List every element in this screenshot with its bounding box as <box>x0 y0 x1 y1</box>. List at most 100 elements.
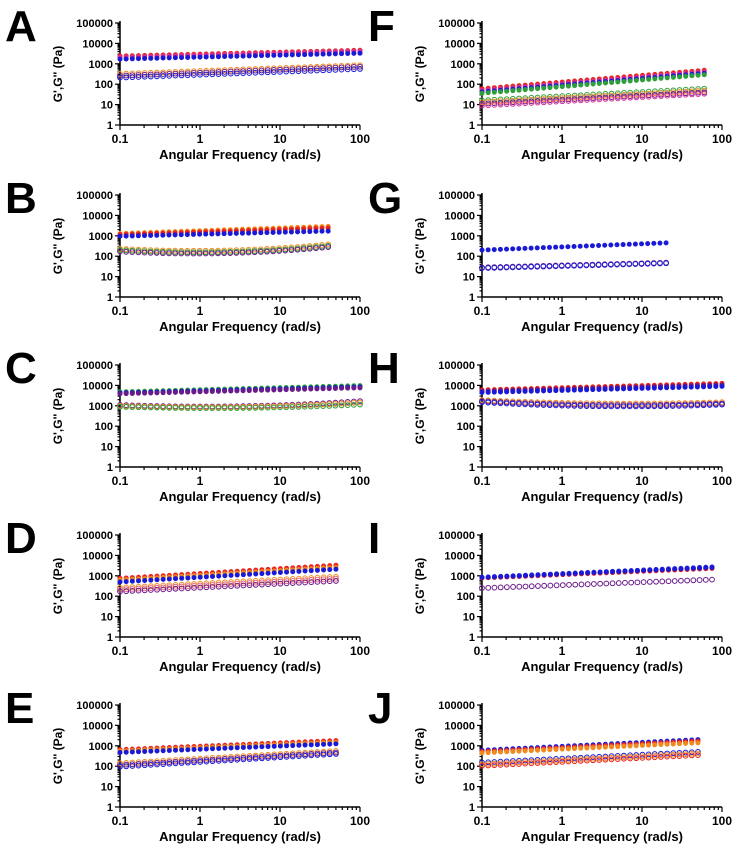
data-point <box>516 87 522 93</box>
data-point <box>657 403 664 410</box>
data-point <box>221 67 228 74</box>
x-tick-label: 10 <box>273 474 287 488</box>
series-g-3 <box>117 228 331 239</box>
data-point <box>491 399 498 406</box>
data-point <box>166 757 173 764</box>
data-point <box>228 581 234 587</box>
data-point <box>491 264 498 271</box>
data-point <box>302 52 308 58</box>
data-point <box>271 576 278 583</box>
data-point <box>620 755 627 762</box>
data-point <box>284 569 290 575</box>
data-point <box>209 69 216 76</box>
y-axis-label: G',G'' (Pa) <box>51 558 65 615</box>
data-point <box>117 70 123 77</box>
data-point <box>197 755 204 762</box>
data-point <box>215 54 221 60</box>
data-point <box>597 580 604 587</box>
data-point <box>197 231 203 237</box>
data-point <box>258 755 265 762</box>
data-point <box>123 759 130 766</box>
data-point <box>645 385 651 391</box>
data-point <box>559 244 565 250</box>
data-point <box>123 579 129 585</box>
data-point <box>276 229 282 235</box>
data-point <box>528 583 535 590</box>
data-point <box>664 385 670 391</box>
data-point <box>240 572 246 578</box>
data-point <box>326 576 333 582</box>
data-point <box>583 757 590 764</box>
data-point <box>216 573 222 579</box>
y-tick-label: 1000 <box>89 401 113 413</box>
data-point <box>246 70 253 76</box>
data-point <box>485 265 492 271</box>
data-point <box>283 66 290 73</box>
data-point <box>485 399 492 406</box>
series-g-3 <box>479 740 701 756</box>
data-point <box>172 757 179 763</box>
data-point <box>510 246 516 252</box>
data-point <box>290 743 296 749</box>
data-point <box>178 760 185 766</box>
data-point <box>351 50 357 56</box>
data-point <box>123 56 129 62</box>
data-point <box>277 66 283 73</box>
series-g-1 <box>117 47 363 59</box>
data-point <box>357 401 363 408</box>
series-g-1 <box>479 576 715 591</box>
data-point <box>129 56 135 62</box>
data-point <box>652 76 658 82</box>
data-point <box>178 585 185 592</box>
data-point <box>658 93 664 99</box>
x-tick-label: 0.1 <box>474 814 491 828</box>
data-point <box>676 402 682 409</box>
data-point <box>129 586 136 592</box>
data-point <box>117 74 123 81</box>
data-point <box>147 249 154 256</box>
x-tick-label: 10 <box>635 814 649 828</box>
data-point <box>283 404 290 411</box>
y-tick-label: 1 <box>469 462 475 474</box>
data-point <box>307 403 314 410</box>
series-g-4 <box>479 72 707 96</box>
data-point <box>184 72 191 79</box>
data-point <box>357 66 363 72</box>
data-point <box>308 568 314 574</box>
data-point <box>227 250 234 256</box>
data-point <box>271 578 278 585</box>
data-point <box>160 759 167 766</box>
data-point <box>485 574 491 580</box>
data-point <box>264 404 271 411</box>
data-point <box>689 73 695 79</box>
data-point <box>650 260 657 267</box>
data-point <box>633 743 639 749</box>
data-point <box>632 261 639 267</box>
data-point <box>179 55 185 61</box>
data-point <box>491 584 498 591</box>
data-point <box>141 71 148 78</box>
data-point <box>288 247 295 254</box>
data-point <box>627 743 633 749</box>
data-point <box>547 99 553 105</box>
data-point <box>289 580 296 586</box>
data-point <box>633 386 639 392</box>
data-point <box>577 262 584 269</box>
data-point <box>289 577 296 584</box>
data-point <box>258 579 265 586</box>
y-tick-label: 10000 <box>82 720 113 732</box>
data-point <box>479 750 485 756</box>
data-point <box>259 387 265 393</box>
data-point <box>321 741 327 747</box>
data-point <box>154 73 160 80</box>
data-point <box>697 565 703 571</box>
data-point <box>234 68 240 75</box>
data-point <box>215 231 221 237</box>
data-point <box>633 755 640 762</box>
data-point <box>129 74 136 81</box>
data-point <box>197 580 204 587</box>
data-point <box>534 760 541 766</box>
data-point <box>240 745 246 751</box>
data-point <box>565 96 572 103</box>
